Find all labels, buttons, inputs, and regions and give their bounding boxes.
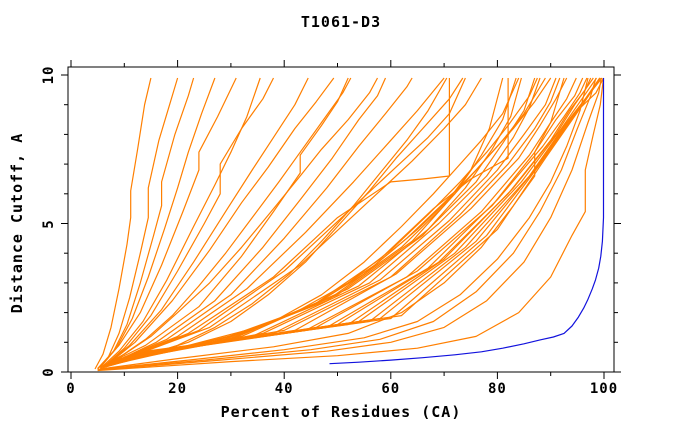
model-curve — [99, 77, 216, 368]
model-curve — [97, 77, 602, 371]
model-curve — [108, 77, 445, 366]
model-curve — [97, 77, 597, 371]
model-curve — [124, 77, 568, 358]
model-curve — [97, 77, 589, 371]
model-curve — [102, 77, 379, 367]
model-curve — [97, 77, 605, 372]
model-curve — [113, 77, 517, 363]
model-curve — [108, 77, 552, 365]
model-curve — [100, 77, 565, 370]
model-curve — [105, 77, 538, 367]
model-curve — [102, 77, 275, 368]
model-curve — [105, 77, 387, 367]
model-curve — [102, 77, 464, 369]
model-curve — [94, 77, 152, 370]
plot-border — [67, 66, 615, 373]
y-tick-label: 5 — [41, 218, 57, 229]
x-tick-label: 100 — [589, 381, 619, 397]
model-curve — [105, 77, 335, 367]
model-curve — [97, 77, 179, 370]
model-curve — [129, 77, 584, 358]
model-curve — [129, 77, 588, 357]
model-curve — [102, 77, 309, 368]
y-tick-label: 0 — [41, 367, 57, 377]
plot-title: T1061-D3 — [300, 13, 382, 31]
model-curve — [134, 77, 594, 355]
model-curve — [100, 77, 448, 369]
model-curve — [100, 77, 352, 369]
model-curve — [108, 77, 413, 366]
model-curve — [113, 77, 522, 361]
model-curve — [121, 77, 561, 360]
x-tick-label: 0 — [66, 381, 76, 397]
model-curve — [145, 77, 605, 352]
x-tick-label: 40 — [274, 381, 294, 397]
x-tick-label: 80 — [487, 381, 507, 397]
y-tick-label: 10 — [41, 65, 57, 85]
model-curve — [110, 78, 450, 364]
x-tick-label: 20 — [168, 381, 188, 397]
model-curve — [116, 77, 536, 361]
best-model-curve — [329, 78, 605, 365]
model-curve — [113, 77, 482, 364]
model-curve — [97, 77, 195, 369]
model-curve — [118, 77, 557, 360]
model-curve — [102, 77, 349, 367]
x-axis-label: Percent of Residues (CA) — [220, 403, 462, 421]
y-axis-label-text: Distance Cutoff, A — [8, 132, 26, 314]
x-tick-label: 60 — [381, 381, 401, 397]
model-curve — [113, 77, 466, 364]
model-curve — [124, 77, 577, 358]
model-curve — [102, 77, 520, 368]
model-curve — [97, 77, 237, 370]
model-curve — [110, 77, 504, 363]
